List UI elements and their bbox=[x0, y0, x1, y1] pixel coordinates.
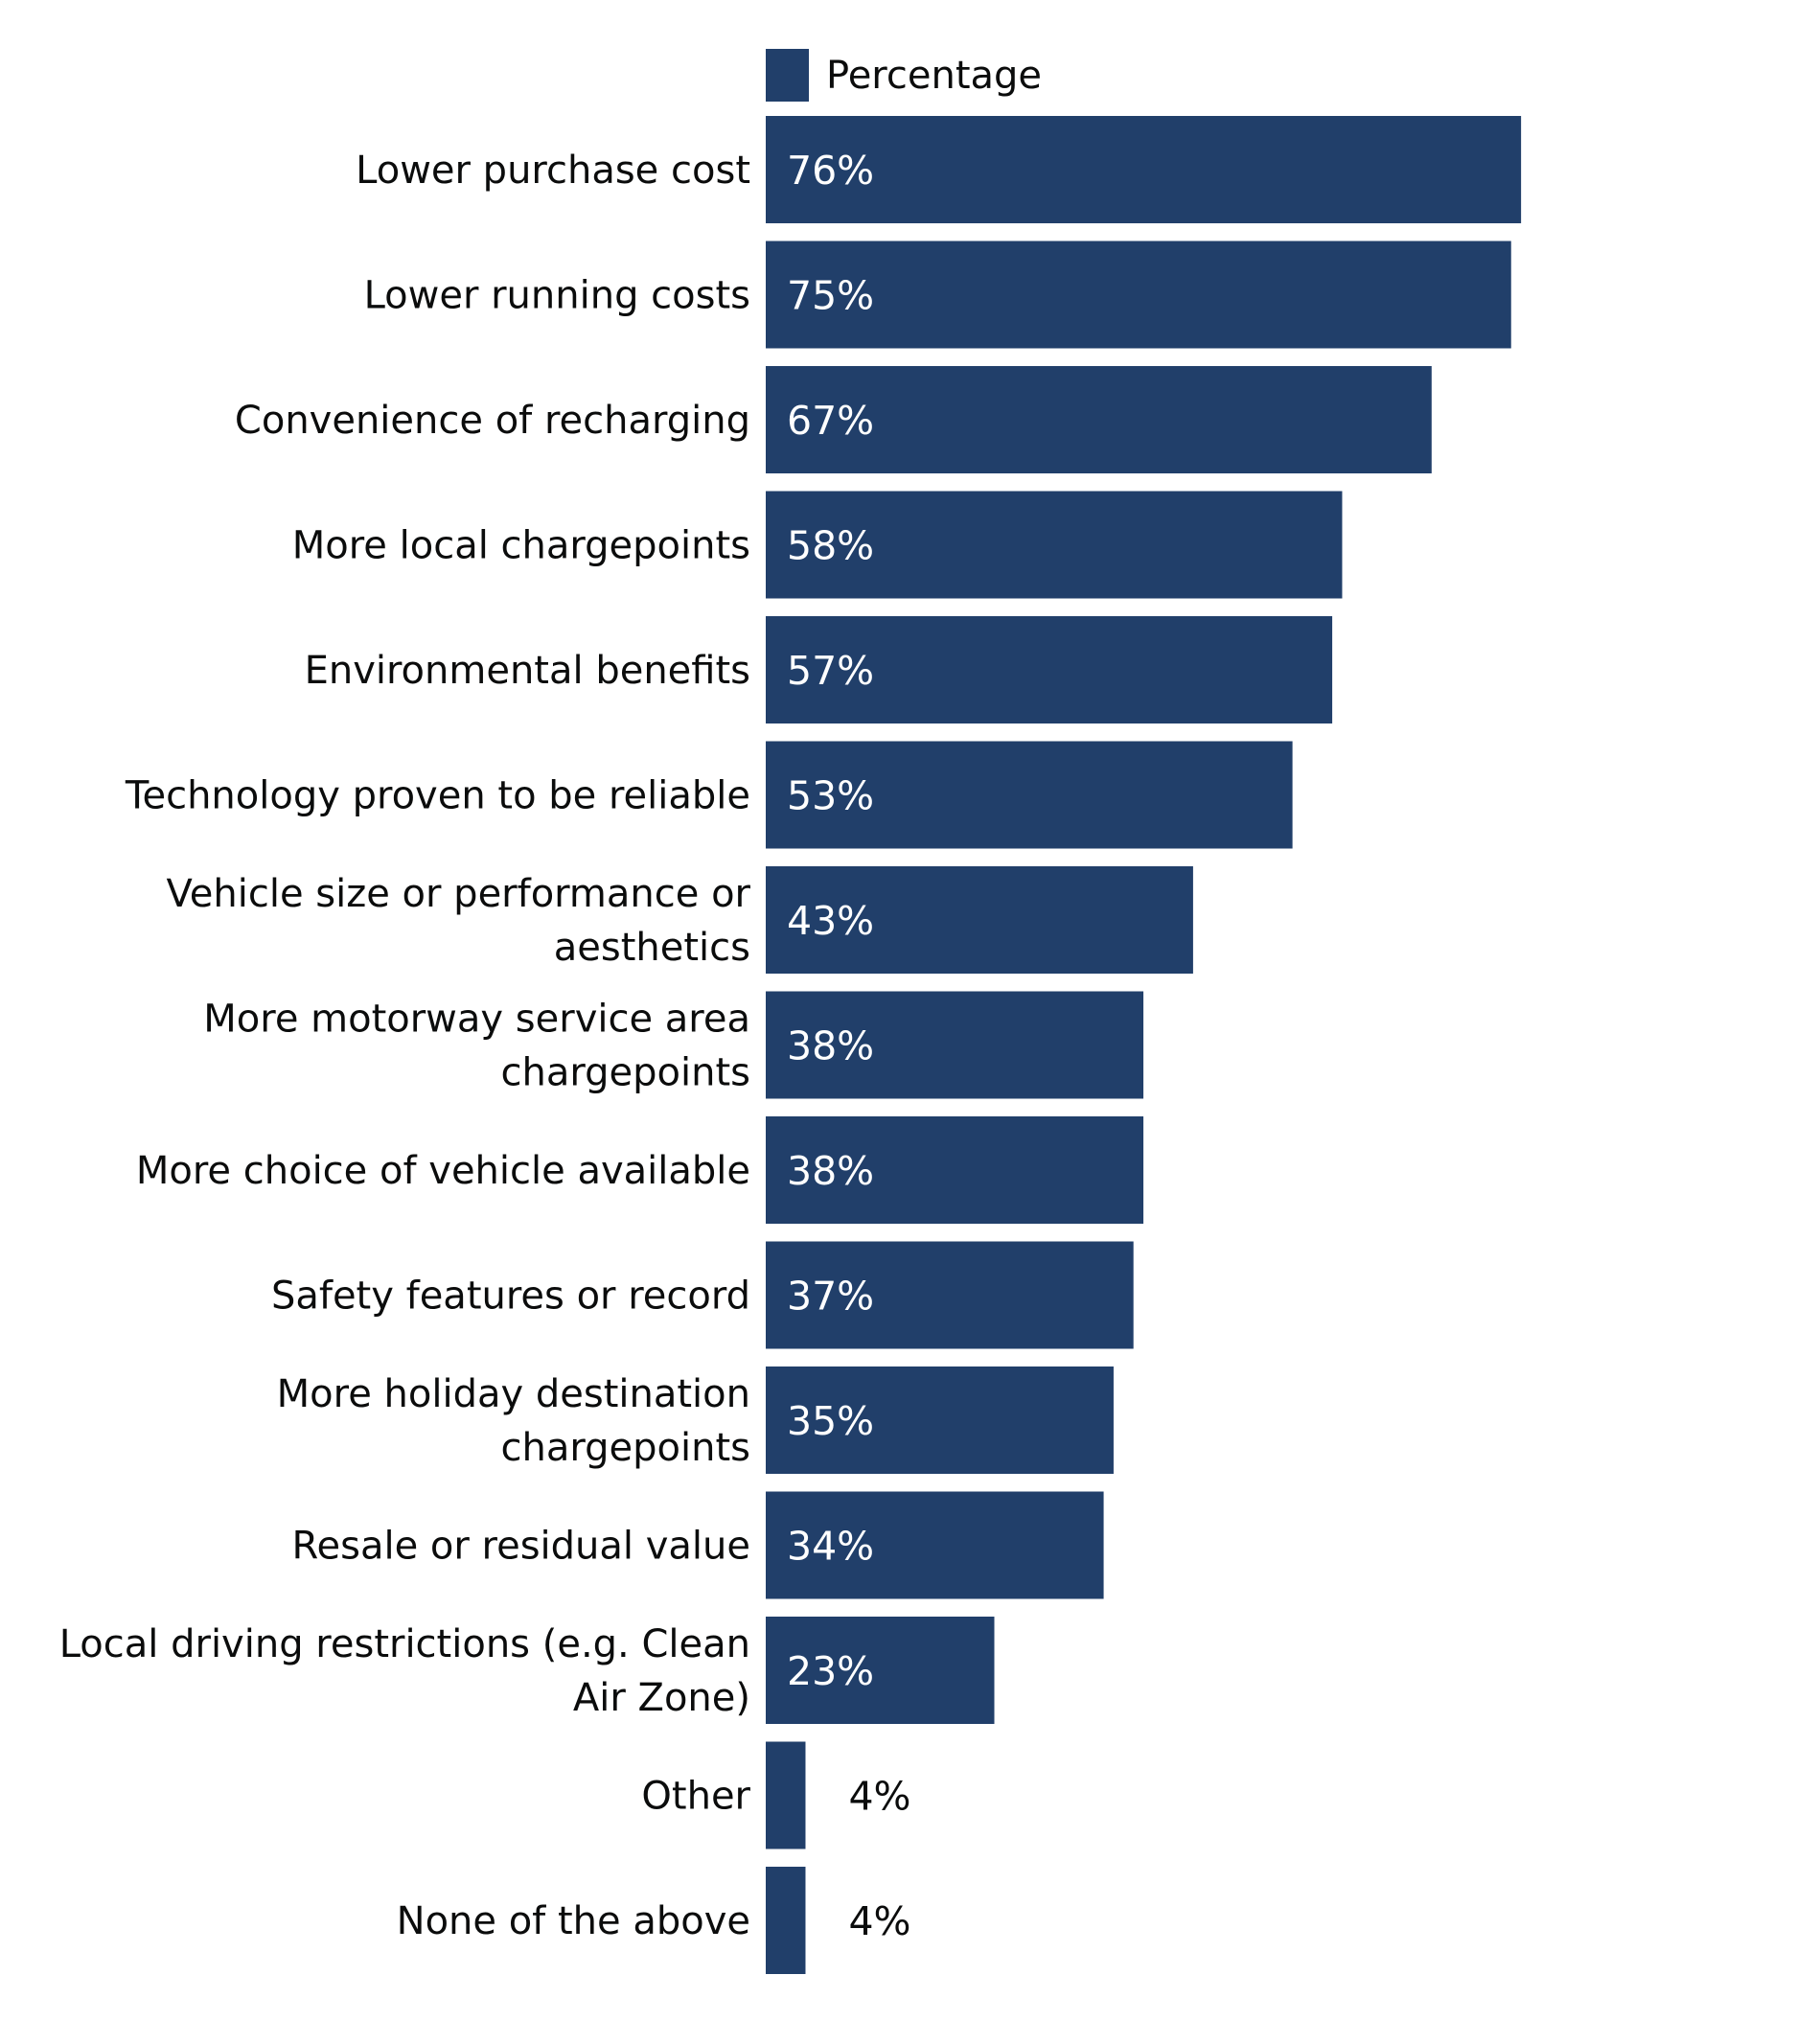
bar bbox=[766, 991, 1144, 1099]
bar-value-label: 23% bbox=[787, 1648, 874, 1694]
category-label: aesthetics bbox=[554, 926, 750, 970]
bar bbox=[766, 866, 1193, 974]
bar-value-label: 4% bbox=[848, 1898, 910, 1944]
category-label: More holiday destination bbox=[277, 1372, 750, 1416]
bar bbox=[766, 491, 1343, 599]
legend: Percentage bbox=[766, 49, 1042, 102]
bar-value-label: 38% bbox=[787, 1023, 874, 1069]
category-label: Air Zone) bbox=[573, 1676, 750, 1720]
bar-value-label: 67% bbox=[787, 398, 874, 444]
bar-value-label: 4% bbox=[848, 1774, 910, 1820]
bar bbox=[766, 1366, 1114, 1474]
value-labels-group: 76% 75% 67% 58% 57% 53% 43% 38% 38% 37% 35% 34% 23% 4… bbox=[787, 148, 911, 1944]
bar-value-label: 58% bbox=[787, 523, 874, 569]
bar-value-label: 57% bbox=[787, 648, 874, 694]
legend-swatch bbox=[766, 49, 809, 102]
category-label: More local chargepoints bbox=[292, 524, 750, 568]
category-label: Lower purchase cost bbox=[356, 149, 750, 193]
bar-value-label: 37% bbox=[787, 1274, 874, 1320]
bar-value-label: 53% bbox=[787, 773, 874, 819]
category-label: Environmental benefits bbox=[305, 649, 750, 693]
bar bbox=[766, 741, 1293, 849]
bar bbox=[766, 1491, 1104, 1599]
bar bbox=[766, 1867, 806, 1974]
bar bbox=[766, 1741, 806, 1849]
category-label: chargepoints bbox=[501, 1051, 750, 1095]
bar-value-label: 75% bbox=[787, 273, 874, 319]
bar-value-label: 34% bbox=[787, 1524, 874, 1570]
bar bbox=[766, 616, 1333, 723]
bar-value-label: 43% bbox=[787, 898, 874, 944]
category-label: Local driving restrictions (e.g. Clean bbox=[59, 1622, 750, 1666]
bar bbox=[766, 1116, 1144, 1224]
bars-group bbox=[766, 116, 1522, 1974]
bar bbox=[766, 1617, 995, 1724]
bar-value-label: 35% bbox=[787, 1398, 874, 1444]
category-label: Technology proven to be reliable bbox=[125, 774, 750, 818]
category-label: Lower running costs bbox=[364, 274, 750, 318]
category-label: chargepoints bbox=[501, 1426, 750, 1470]
category-labels-group: Lower purchase cost Lower running costs Co… bbox=[59, 149, 751, 1943]
bar bbox=[766, 116, 1522, 223]
category-label: More choice of vehicle available bbox=[136, 1149, 750, 1193]
bar-value-label: 76% bbox=[787, 148, 874, 194]
bar bbox=[766, 366, 1432, 473]
category-label: More motorway service area bbox=[203, 998, 750, 1042]
category-label: Resale or residual value bbox=[292, 1525, 751, 1569]
category-label: Other bbox=[641, 1775, 750, 1819]
category-label: None of the above bbox=[397, 1899, 750, 1943]
bar bbox=[766, 1241, 1134, 1349]
category-label: Vehicle size or performance or bbox=[167, 872, 751, 916]
category-label: Convenience of recharging bbox=[235, 399, 750, 443]
bar bbox=[766, 241, 1511, 349]
legend-label-percentage: Percentage bbox=[826, 54, 1042, 98]
bar-value-label: 38% bbox=[787, 1148, 874, 1194]
category-label: Safety features or record bbox=[271, 1275, 750, 1319]
